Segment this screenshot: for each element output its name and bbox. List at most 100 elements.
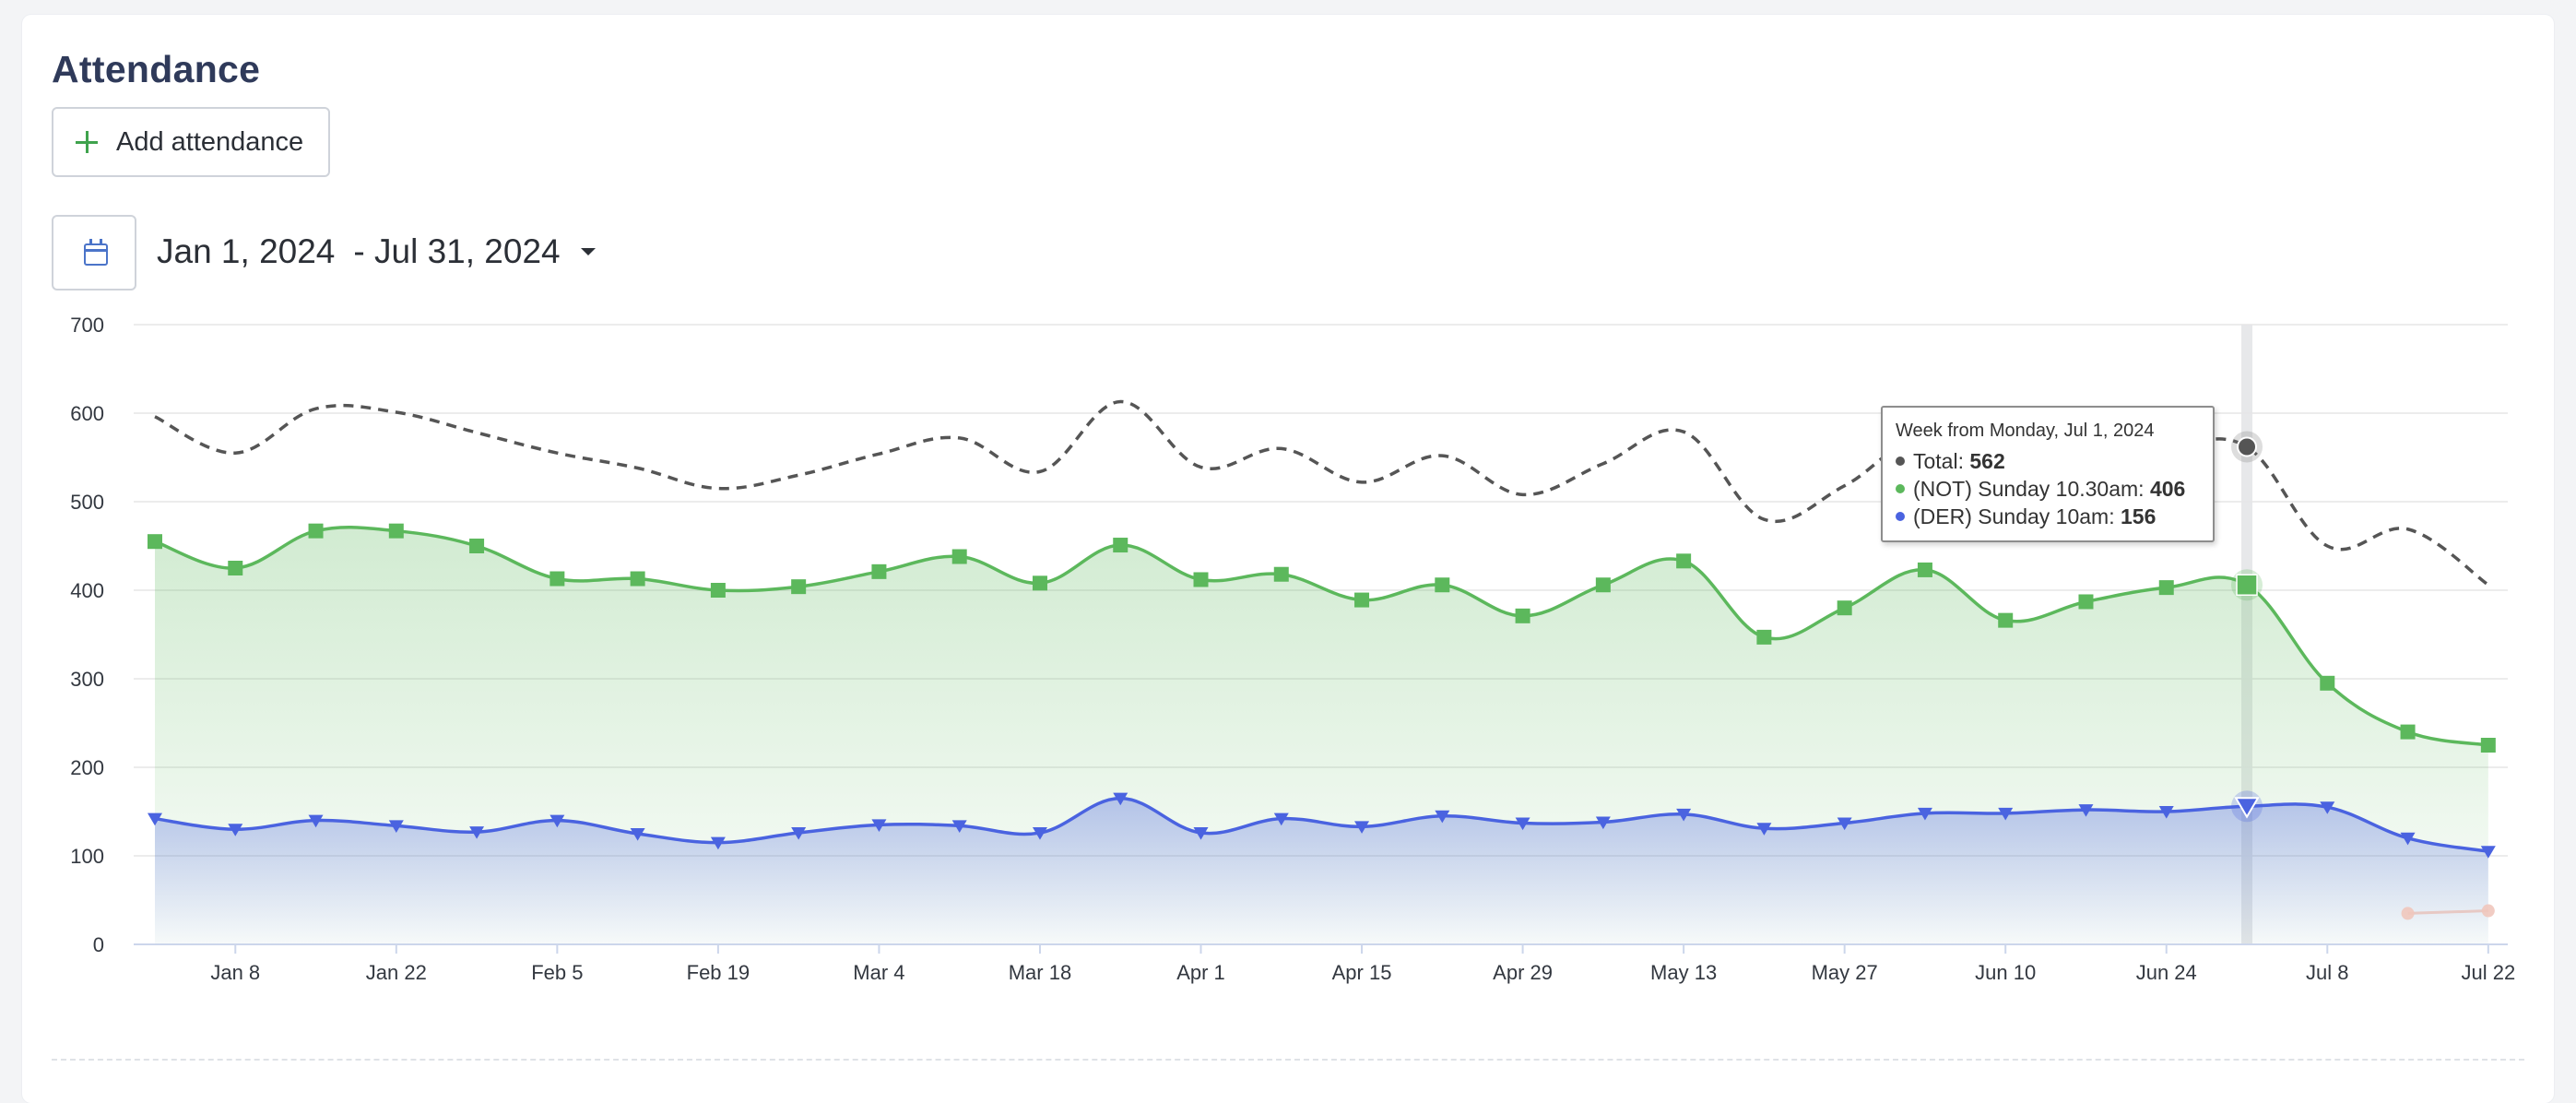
der-dot-icon <box>1896 512 1905 521</box>
der-series-point <box>469 826 485 839</box>
x-tick-label: Apr 15 <box>1332 961 1392 984</box>
not-series-point <box>388 523 404 539</box>
faint-series-point <box>2401 907 2415 920</box>
not-series-point <box>2320 675 2335 691</box>
x-tick-label: Mar 4 <box>853 961 904 984</box>
der-series-point <box>2078 804 2094 817</box>
x-tick-label: Apr 1 <box>1176 961 1225 984</box>
der-series-point <box>1113 792 1128 806</box>
not-series-point <box>228 561 243 575</box>
tooltip-row-not: (NOT) Sunday 10.30am: 406 <box>1896 475 2200 503</box>
y-tick-label: 100 <box>70 845 104 868</box>
not-series-point <box>2158 580 2174 596</box>
der-series-point <box>2234 797 2260 819</box>
der-series-point <box>630 828 645 841</box>
faint-series-point <box>2481 904 2495 918</box>
der-series-point <box>1595 816 1611 830</box>
der-series-point <box>1354 821 1370 834</box>
x-tick-label: May 27 <box>1812 961 1878 984</box>
x-tick-label: Feb 19 <box>687 961 750 984</box>
der-series-line <box>154 796 2489 853</box>
der-series-point <box>1998 807 2014 821</box>
not-series-point <box>148 534 162 550</box>
der-series-point <box>1676 808 1692 822</box>
der-series-point <box>148 812 162 826</box>
der-series-area <box>155 798 2488 944</box>
x-tick-label: Jan 8 <box>210 961 260 984</box>
der-series-point <box>2400 832 2416 846</box>
x-tick-label: Feb 5 <box>531 961 583 984</box>
date-range-picker[interactable]: Jan 1, 2024 - Jul 31, 2024 <box>157 229 596 275</box>
der-series-point <box>1756 823 1772 836</box>
der-series-point <box>1837 817 1852 831</box>
y-tick-label: 500 <box>70 491 104 514</box>
tooltip-label-total: Total: <box>1913 448 1970 473</box>
calendar-button[interactable] <box>52 215 136 291</box>
not-series-point <box>549 571 565 587</box>
y-tick-label: 600 <box>70 402 104 425</box>
add-attendance-label: Add attendance <box>116 126 304 157</box>
der-series-point <box>1917 807 1932 821</box>
not-series-point <box>1193 572 1209 587</box>
y-tick-label: 200 <box>70 756 104 779</box>
not-series-point <box>308 523 324 539</box>
y-tick-label: 0 <box>93 933 104 956</box>
tooltip-label-der: (DER) Sunday 10am: <box>1913 504 2121 528</box>
not-series-point <box>2236 574 2258 596</box>
not-series-point <box>1676 553 1692 569</box>
der-series-point <box>308 814 324 828</box>
x-tick-label: Jun 10 <box>1975 961 2036 984</box>
add-attendance-button[interactable]: Add attendance <box>52 107 330 177</box>
tooltip-label-not: (NOT) Sunday 10.30am: <box>1913 476 2150 501</box>
der-series-point <box>951 820 967 833</box>
x-tick-label: Mar 18 <box>1009 961 1071 984</box>
der-series-point <box>388 820 404 833</box>
x-tick-label: Jul 8 <box>2306 961 2348 984</box>
tooltip-row-total: Total: 562 <box>1896 447 2200 475</box>
not-series-point <box>1837 600 1852 616</box>
not-series-point <box>1998 612 2014 628</box>
not-series-point <box>951 549 967 564</box>
date-range-start: Jan 1, 2024 <box>157 232 336 270</box>
der-series-point <box>791 827 807 840</box>
page-title: Attendance <box>52 48 261 90</box>
date-range-end: - Jul 31, 2024 <box>353 232 561 270</box>
plus-icon <box>76 131 98 153</box>
not-series-point <box>1273 566 1289 582</box>
total-hover-point <box>2237 436 2258 457</box>
not-series-point <box>630 571 645 587</box>
not-series-point <box>1515 608 1530 623</box>
chart-tooltip: Week from Monday, Jul 1, 2024 Total: 562… <box>1881 406 2215 542</box>
der-series-point <box>2480 846 2496 859</box>
not-series-point <box>791 579 807 595</box>
section-divider <box>52 1059 2524 1061</box>
x-tick-label: Jan 22 <box>366 961 427 984</box>
tooltip-header: Week from Monday, Jul 1, 2024 <box>1896 421 2155 441</box>
der-series-point <box>228 824 243 836</box>
y-tick-label: 300 <box>70 668 104 691</box>
der-series-point <box>1193 827 1209 840</box>
not-series-point <box>469 539 485 553</box>
x-tick-label: Jun 24 <box>2136 961 2197 984</box>
not-series-point <box>2078 594 2094 610</box>
calendar-icon <box>84 239 108 266</box>
tooltip-row-der: (DER) Sunday 10am: 156 <box>1896 503 2200 530</box>
tooltip-value-der: 156 <box>2120 504 2157 528</box>
der-series-point <box>710 836 726 850</box>
tooltip-value-total: 562 <box>1969 448 2005 473</box>
x-tick-label: Apr 29 <box>1493 961 1553 984</box>
y-tick-label: 400 <box>70 579 104 602</box>
tooltip-value-not: 406 <box>2149 476 2186 501</box>
not-series-point <box>871 563 887 579</box>
der-series-point <box>2320 801 2335 814</box>
faint-series-line <box>2407 909 2488 915</box>
not-dot-icon <box>1896 484 1905 493</box>
not-series-point <box>1032 575 1047 591</box>
der-series-point <box>2158 806 2174 819</box>
der-series-point <box>1273 812 1289 826</box>
total-dot-icon <box>1896 457 1905 466</box>
der-series-point <box>549 814 565 828</box>
x-tick-label: Jul 22 <box>2461 961 2515 984</box>
not-series-point <box>1354 592 1370 608</box>
